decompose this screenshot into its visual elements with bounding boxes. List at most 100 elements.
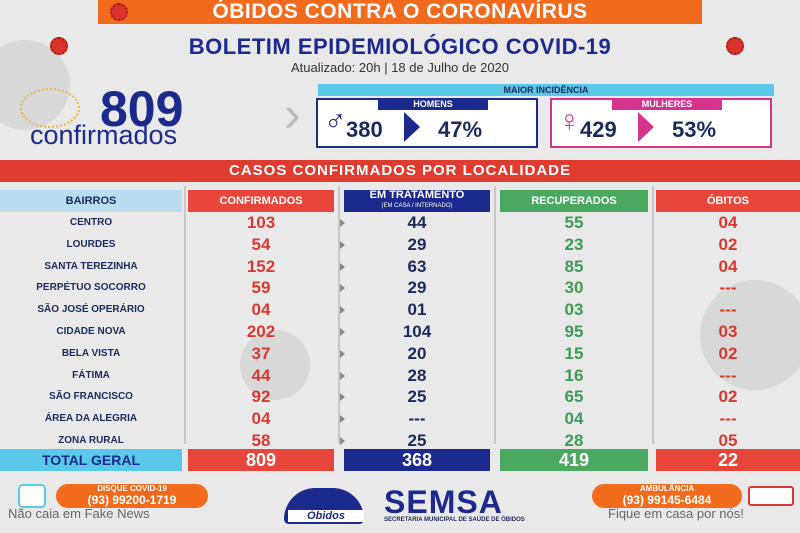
fake-news-text: Não caia em Fake News (8, 506, 150, 521)
header-confirmados: CONFIRMADOS (188, 190, 334, 212)
cell-confirmados: 58 (251, 431, 271, 450)
cell-recuperados: 85 (564, 256, 584, 276)
section-title: CASOS CONFIRMADOS POR LOCALIDADE (0, 160, 800, 182)
cell-obitos: 03 (718, 322, 738, 341)
cell-recuperados: 30 (564, 278, 584, 298)
cell-recuperados: 95 (564, 322, 584, 341)
header-recuperados: RECUPERADOS (500, 190, 648, 212)
cell-recuperados: 03 (564, 300, 584, 320)
cell-recuperados: 55 (564, 213, 584, 232)
cell-bairro: FÁTIMA (72, 369, 110, 381)
cell-confirmados: 04 (251, 409, 271, 429)
cell-bairro: BELA VISTA (61, 347, 121, 359)
disque-covid-pill: DISQUE COVID-19 (93) 99200-1719 (56, 484, 208, 508)
phone-icon (18, 484, 46, 508)
cell-obitos: --- (719, 409, 737, 429)
table-row: SÃO FRANCISCO 92 25 65 02 (0, 386, 800, 408)
stay-home-text: Fique em casa por nós! (608, 506, 744, 521)
top-banner: ÓBIDOS CONTRA O CORONAVÍRUS (98, 0, 702, 24)
arrow-right-icon (340, 371, 345, 380)
virus-outline-icon (20, 88, 80, 128)
cell-obitos: 05 (718, 431, 738, 450)
table-row: CENTRO 103 44 55 04 (0, 212, 800, 234)
cell-confirmados: 37 (251, 343, 271, 363)
background-virus-shape (240, 330, 310, 400)
virus-icon (726, 37, 744, 55)
arrow-right-icon (340, 240, 345, 249)
cell-recuperados: 04 (564, 409, 584, 429)
cell-em-tratamento: 63 (407, 256, 427, 276)
incidence-title: MAIOR INCIDÊNCIA (318, 84, 774, 96)
cell-confirmados: 202 (246, 322, 276, 341)
arrow-right-icon (340, 306, 345, 315)
updated-timestamp: Atualizado: 20h | 18 de Julho de 2020 (290, 60, 510, 75)
cell-obitos: 02 (718, 387, 738, 407)
confirmed-label: confirmados (30, 120, 178, 150)
header-em-tratamento: EM TRATAMENTO (EM CASA / INTERNADO) (344, 190, 490, 212)
cell-confirmados: 152 (246, 256, 276, 276)
column-divider (338, 186, 340, 444)
cell-recuperados: 23 (564, 234, 584, 254)
top-banner-text: ÓBIDOS CONTRA O CORONAVÍRUS (212, 0, 588, 23)
semsa-subtitle: SECRETARIA MUNICIPAL DE SAÚDE DE ÓBIDOS (384, 517, 525, 523)
cell-obitos: 04 (718, 256, 738, 276)
cell-em-tratamento: 29 (407, 234, 427, 254)
total-obitos: 22 (656, 449, 800, 471)
cell-bairro: CENTRO (69, 217, 113, 228)
table-row: SÃO JOSÉ OPERÁRIO 04 01 03 --- (0, 299, 800, 321)
men-count: 380 (346, 117, 383, 142)
cell-confirmados: 54 (251, 234, 271, 254)
men-percent: 47% (438, 117, 483, 142)
total-em-tratamento: 368 (344, 449, 490, 471)
cell-obitos: 02 (718, 234, 738, 254)
ambulance-phone: (93) 99145-6484 (622, 493, 712, 507)
cell-bairro: ZONA RURAL (58, 435, 124, 446)
cell-bairro: SÃO FRANCISCO (49, 391, 133, 403)
cell-bairro: CIDADE NOVA (56, 326, 126, 337)
cell-em-tratamento: 29 (407, 278, 427, 298)
female-icon: ♀ (558, 105, 581, 138)
cell-em-tratamento: 20 (407, 343, 427, 363)
arrow-right-icon (340, 415, 345, 424)
table-row: ZONA RURAL 58 25 28 05 (0, 430, 800, 452)
total-label: TOTAL GERAL (0, 449, 182, 471)
cell-recuperados: 15 (564, 343, 584, 363)
arrow-right-icon (638, 112, 654, 142)
cell-confirmados: 103 (246, 213, 276, 232)
cell-confirmados: 59 (251, 278, 271, 298)
table-row: CIDADE NOVA 202 104 95 03 (0, 321, 800, 343)
virus-icon (110, 3, 128, 21)
cell-recuperados: 65 (564, 387, 584, 407)
table-row: PERPÉTUO SOCORRO 59 29 30 --- (0, 277, 800, 299)
cell-obitos: 02 (718, 343, 738, 363)
cell-em-tratamento: 25 (407, 431, 427, 450)
cell-confirmados: 44 (251, 365, 271, 385)
male-icon: ♂ (324, 105, 347, 138)
header-obitos: ÓBITOS (656, 190, 800, 212)
cell-recuperados: 28 (564, 431, 584, 450)
cell-bairro: SANTA TEREZINHA (44, 260, 138, 272)
cell-bairro: SÃO JOSÉ OPERÁRIO (37, 304, 145, 316)
women-incidence-box: MULHERES ♀ 429 53% (550, 98, 772, 148)
chevron-right-icon: › (284, 86, 301, 142)
semsa-logo: SEMSA (384, 484, 503, 520)
virus-icon (50, 37, 68, 55)
arrow-right-icon (340, 284, 345, 293)
confirmed-count: 809 (100, 81, 184, 137)
men-label: HOMENS (378, 98, 488, 110)
arrow-right-icon (340, 437, 345, 445)
ambulance-icon (748, 486, 794, 506)
background-virus-shape (700, 280, 800, 390)
cell-obitos: --- (719, 300, 737, 320)
disque-label: DISQUE COVID-19 (97, 484, 167, 493)
arrow-right-icon (340, 328, 345, 336)
column-divider (494, 186, 496, 444)
column-divider (652, 186, 654, 444)
arrow-right-icon (340, 349, 345, 358)
table-row: ÁREA DA ALEGRIA 04 --- 04 --- (0, 408, 800, 430)
total-confirmados: 809 (188, 449, 334, 471)
cell-obitos: --- (719, 278, 737, 298)
header-em-tratamento-label: EM TRATAMENTO (369, 189, 465, 201)
cell-confirmados: 92 (251, 387, 271, 407)
cell-em-tratamento: 44 (407, 213, 427, 232)
